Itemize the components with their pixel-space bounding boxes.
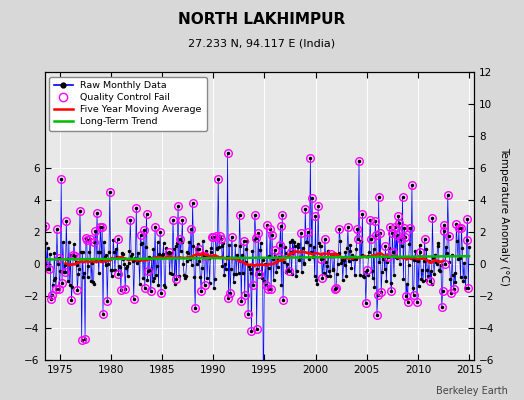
Y-axis label: Temperature Anomaly (°C): Temperature Anomaly (°C) bbox=[499, 146, 509, 286]
Text: 27.233 N, 94.117 E (India): 27.233 N, 94.117 E (India) bbox=[189, 38, 335, 48]
Text: NORTH LAKHIMPUR: NORTH LAKHIMPUR bbox=[178, 12, 346, 27]
Text: Berkeley Earth: Berkeley Earth bbox=[436, 386, 508, 396]
Legend: Raw Monthly Data, Quality Control Fail, Five Year Moving Average, Long-Term Tren: Raw Monthly Data, Quality Control Fail, … bbox=[49, 77, 206, 131]
